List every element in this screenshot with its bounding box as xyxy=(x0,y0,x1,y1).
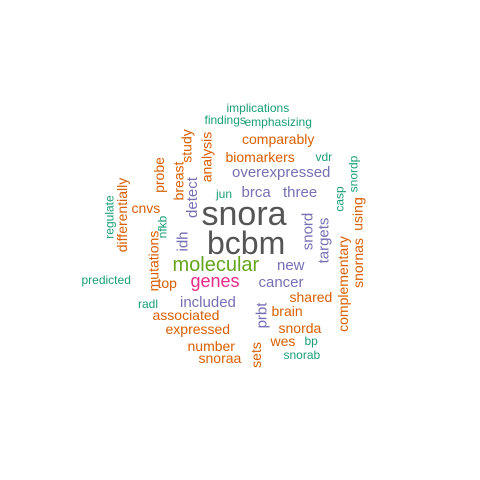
word-idh: idh xyxy=(174,230,192,252)
word-mutations: mutations xyxy=(144,230,161,292)
word-targets: targets xyxy=(315,217,333,263)
word-predicted: predicted xyxy=(81,273,131,287)
word-new: new xyxy=(277,256,305,274)
word-brain: brain xyxy=(271,303,303,319)
word-analysis: analysis xyxy=(197,131,214,183)
word-snornas: snornas xyxy=(349,238,366,288)
word-differentially: differentially xyxy=(114,177,131,253)
word-associated: associated xyxy=(152,307,220,323)
word-vdr: vdr xyxy=(315,150,333,164)
word-complementary: complementary xyxy=(334,236,351,332)
word-casp: casp xyxy=(332,186,347,212)
word-cancer: cancer xyxy=(258,273,304,291)
word-comparably: comparably xyxy=(242,131,315,147)
word-snorab: snorab xyxy=(283,348,321,362)
word-shared: shared xyxy=(289,289,333,305)
word-included: included xyxy=(180,293,236,311)
word-bcbm: bcbm xyxy=(207,225,286,261)
word-number: number xyxy=(187,338,235,354)
word-snoraa: snoraa xyxy=(198,350,242,366)
word-study: study xyxy=(178,129,195,163)
word-snordp: snordp xyxy=(345,155,360,193)
word-snord: snord xyxy=(299,212,317,250)
word-top: top xyxy=(157,275,177,291)
word-prbt: prbt xyxy=(253,302,271,328)
word-bp: bp xyxy=(304,334,318,348)
word-radl: radl xyxy=(138,297,159,311)
word-molecular: molecular xyxy=(172,254,260,276)
word-snorda: snorda xyxy=(278,320,322,336)
word-jun: jun xyxy=(216,187,233,201)
word-regulate: regulate xyxy=(102,195,117,239)
word-brca: brca xyxy=(241,183,271,201)
word-three: three xyxy=(283,183,318,201)
word-findings: findings xyxy=(204,113,246,127)
word-detect: detect xyxy=(183,176,201,218)
word-cnvs: cnvs xyxy=(131,200,161,216)
word-sets: sets xyxy=(247,342,264,368)
word-expressed: expressed xyxy=(165,321,231,337)
word-wes: wes xyxy=(270,333,296,349)
word-nfkb: nfkb xyxy=(154,215,169,239)
word-genes: genes xyxy=(190,271,240,291)
word-biomarkers: biomarkers xyxy=(225,149,295,165)
word-breast: breast xyxy=(169,161,186,201)
word-overexpressed: overexpressed xyxy=(232,163,331,181)
word-implications: implications xyxy=(226,101,290,115)
word-emphasizing: emphasizing xyxy=(244,115,312,129)
word-using: using xyxy=(349,197,366,231)
word-probe: probe xyxy=(150,157,167,193)
word-snora: snora xyxy=(201,195,287,233)
